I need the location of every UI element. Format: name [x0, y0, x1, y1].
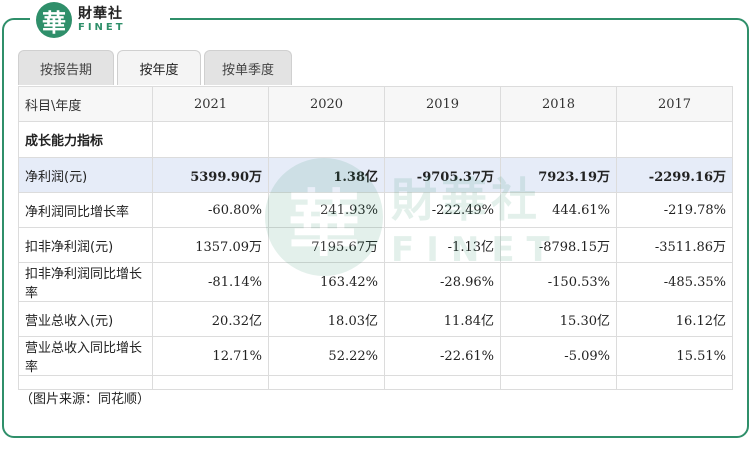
- header-row: 科目\年度 2021 2020 2019 2018 2017: [18, 86, 733, 122]
- cell-value: -9705.37万: [384, 157, 501, 193]
- section-title: 成长能力指标: [18, 121, 153, 158]
- table-row: 扣非净利润同比增长率 -81.14% 163.42% -28.96% -150.…: [18, 262, 733, 302]
- tab-by-quarter[interactable]: 按单季度: [204, 50, 292, 85]
- cell-value: -222.49%: [384, 192, 501, 228]
- table-row: 营业总收入同比增长率 12.71% 52.22% -22.61% -5.09% …: [18, 336, 733, 376]
- logo-text: 財華社 FINET: [78, 7, 126, 33]
- table-row: 净利润(元) 5399.90万 1.38亿 -9705.37万 7923.19万…: [18, 157, 733, 193]
- cell-value: 16.12亿: [616, 301, 733, 337]
- finet-badge-icon: 華: [36, 2, 72, 38]
- cell-value: -60.80%: [152, 192, 269, 228]
- cell-value: -22.61%: [384, 336, 501, 376]
- cell-value: -2299.16万: [616, 157, 733, 193]
- cell-value: 1.38亿: [268, 157, 385, 193]
- cell-value: 241.93%: [268, 192, 385, 228]
- cell-value: -8798.15万: [500, 227, 617, 263]
- cell-value: 7195.67万: [268, 227, 385, 263]
- growth-indicators-table: 科目\年度 2021 2020 2019 2018 2017 成长能力指标 净利…: [18, 86, 733, 390]
- cell-value: 163.42%: [268, 262, 385, 302]
- cell-value: -81.14%: [152, 262, 269, 302]
- year-header: 2017: [616, 86, 733, 122]
- cell-value: 12.71%: [152, 336, 269, 376]
- row-label: 营业总收入(元): [18, 301, 153, 337]
- tab-by-report-period[interactable]: 按报告期: [18, 50, 114, 85]
- cell-value: -28.96%: [384, 262, 501, 302]
- cell-value: 7923.19万: [500, 157, 617, 193]
- cell-value: 444.61%: [500, 192, 617, 228]
- brand-name-en: FINET: [78, 22, 126, 33]
- brand-name-cn: 財華社: [78, 6, 123, 22]
- cell-value: -150.53%: [500, 262, 617, 302]
- cell-value: -5.09%: [500, 336, 617, 376]
- cell-value: 15.30亿: [500, 301, 617, 337]
- year-header: 2020: [268, 86, 385, 122]
- row-label: 扣非净利润(元): [18, 227, 153, 263]
- corner-header: 科目\年度: [18, 86, 153, 122]
- table-row: 营业总收入(元) 20.32亿 18.03亿 11.84亿 15.30亿 16.…: [18, 301, 733, 337]
- cell-value: 1357.09万: [152, 227, 269, 263]
- cell-value: 11.84亿: [384, 301, 501, 337]
- row-label: 营业总收入同比增长率: [18, 336, 153, 376]
- finet-logo: 華 財華社 FINET: [30, 2, 170, 38]
- table-row: 净利润同比增长率 -60.80% 241.93% -222.49% 444.61…: [18, 192, 733, 228]
- tab-by-year[interactable]: 按年度: [117, 50, 201, 85]
- cell-value: 5399.90万: [152, 157, 269, 193]
- table-row: 扣非净利润(元) 1357.09万 7195.67万 -1.13亿 -8798.…: [18, 227, 733, 263]
- year-header: 2018: [500, 86, 617, 122]
- cell-value: -485.35%: [616, 262, 733, 302]
- cell-value: 15.51%: [616, 336, 733, 376]
- table-tail-row: [18, 375, 733, 390]
- year-header: 2021: [152, 86, 269, 122]
- period-tabs: 按报告期 按年度 按单季度: [18, 50, 292, 85]
- image-source-note: （图片来源：同花顺）: [20, 392, 151, 407]
- row-label: 净利润同比增长率: [18, 192, 153, 228]
- row-label: 扣非净利润同比增长率: [18, 262, 153, 302]
- cell-value: -3511.86万: [616, 227, 733, 263]
- row-label: 净利润(元): [18, 157, 153, 193]
- section-row: 成长能力指标: [18, 121, 733, 158]
- cell-value: 20.32亿: [152, 301, 269, 337]
- cell-value: -219.78%: [616, 192, 733, 228]
- cell-value: 18.03亿: [268, 301, 385, 337]
- year-header: 2019: [384, 86, 501, 122]
- cell-value: -1.13亿: [384, 227, 501, 263]
- cell-value: 52.22%: [268, 336, 385, 376]
